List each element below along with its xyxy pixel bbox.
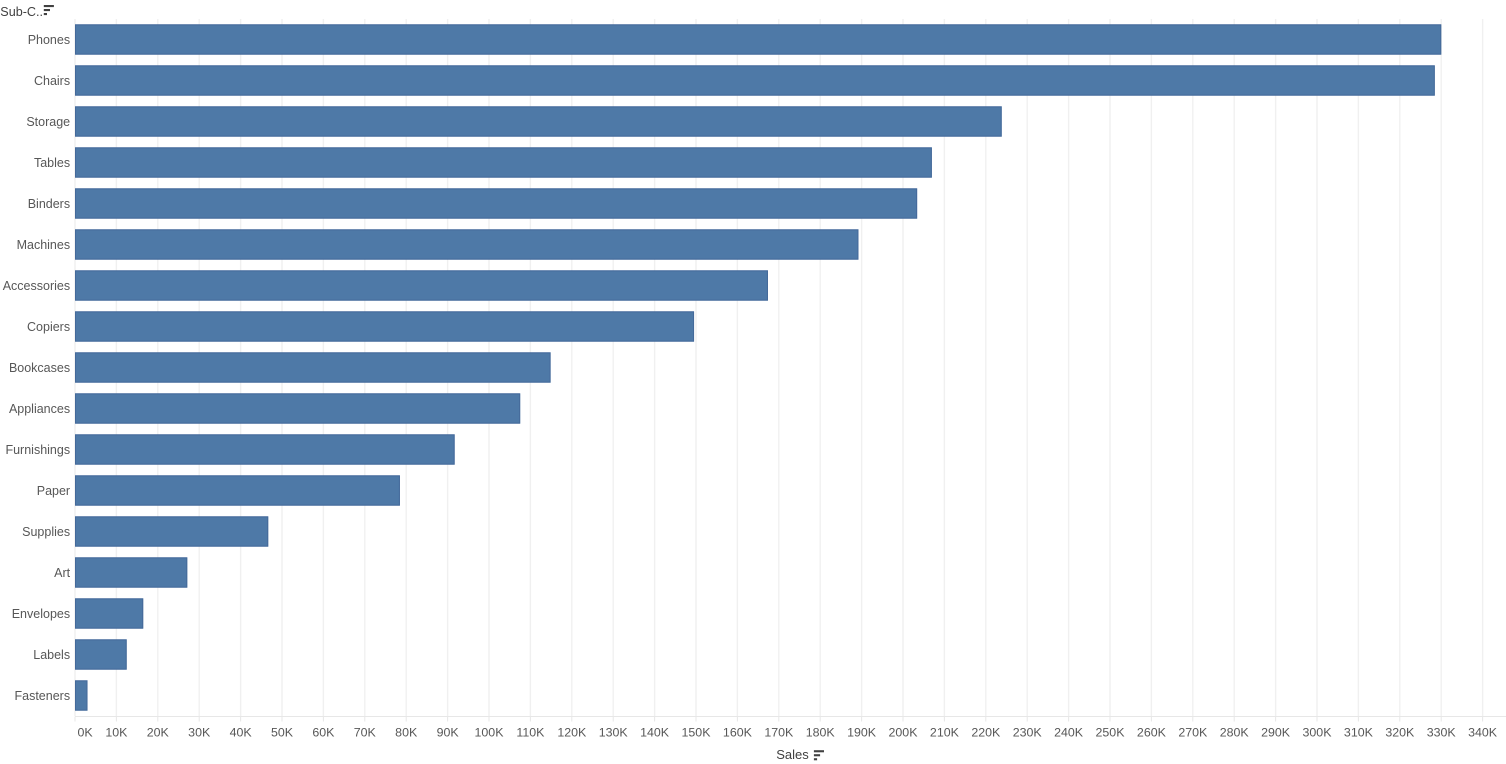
svg-text:80K: 80K xyxy=(395,725,418,739)
svg-text:200K: 200K xyxy=(889,725,919,739)
svg-text:110K: 110K xyxy=(516,725,545,739)
svg-text:10K: 10K xyxy=(105,725,128,739)
svg-text:160K: 160K xyxy=(723,725,753,739)
svg-text:170K: 170K xyxy=(764,725,794,739)
svg-text:120K: 120K xyxy=(557,725,587,739)
svg-text:190K: 190K xyxy=(847,725,877,739)
svg-text:270K: 270K xyxy=(1178,725,1208,739)
svg-text:Binders: Binders xyxy=(28,197,70,211)
svg-text:150K: 150K xyxy=(682,725,712,739)
svg-text:230K: 230K xyxy=(1013,725,1043,739)
svg-text:180K: 180K xyxy=(806,725,836,739)
svg-text:Furnishings: Furnishings xyxy=(5,443,70,457)
svg-text:Chairs: Chairs xyxy=(34,74,70,88)
svg-text:310K: 310K xyxy=(1344,725,1374,739)
svg-text:Accessories: Accessories xyxy=(3,279,70,293)
svg-text:Art: Art xyxy=(54,566,71,580)
svg-text:280K: 280K xyxy=(1220,725,1250,739)
svg-text:Phones: Phones xyxy=(28,33,70,47)
svg-text:100K: 100K xyxy=(475,725,505,739)
svg-text:130K: 130K xyxy=(599,725,629,739)
svg-text:90K: 90K xyxy=(437,725,460,739)
svg-text:Fasteners: Fasteners xyxy=(15,689,71,703)
svg-text:Supplies: Supplies xyxy=(22,525,70,539)
svg-text:30K: 30K xyxy=(188,725,211,739)
svg-text:240K: 240K xyxy=(1054,725,1084,739)
svg-text:20K: 20K xyxy=(147,725,170,739)
svg-text:Machines: Machines xyxy=(17,238,71,252)
svg-text:40K: 40K xyxy=(230,725,253,739)
svg-text:300K: 300K xyxy=(1303,725,1333,739)
svg-text:Labels: Labels xyxy=(33,648,70,662)
svg-text:Sales: Sales xyxy=(776,747,809,762)
svg-text:Copiers: Copiers xyxy=(27,320,70,334)
svg-text:250K: 250K xyxy=(1096,725,1126,739)
svg-text:Storage: Storage xyxy=(26,115,70,129)
svg-text:60K: 60K xyxy=(312,725,335,739)
svg-text:50K: 50K xyxy=(271,725,294,739)
svg-text:290K: 290K xyxy=(1261,725,1291,739)
svg-text:Bookcases: Bookcases xyxy=(9,361,70,375)
svg-text:Appliances: Appliances xyxy=(9,402,70,416)
svg-text:0K: 0K xyxy=(78,725,94,739)
svg-text:Envelopes: Envelopes xyxy=(12,607,70,621)
svg-text:140K: 140K xyxy=(640,725,670,739)
svg-text:70K: 70K xyxy=(354,725,377,739)
svg-text:220K: 220K xyxy=(971,725,1001,739)
svg-text:320K: 320K xyxy=(1385,725,1415,739)
svg-text:Tables: Tables xyxy=(34,156,70,170)
svg-text:330K: 330K xyxy=(1427,725,1457,739)
svg-text:Sub-C..: Sub-C.. xyxy=(0,5,43,19)
svg-text:210K: 210K xyxy=(930,725,960,739)
svg-text:Paper: Paper xyxy=(37,484,70,498)
svg-text:340K: 340K xyxy=(1468,725,1498,739)
svg-text:260K: 260K xyxy=(1137,725,1167,739)
